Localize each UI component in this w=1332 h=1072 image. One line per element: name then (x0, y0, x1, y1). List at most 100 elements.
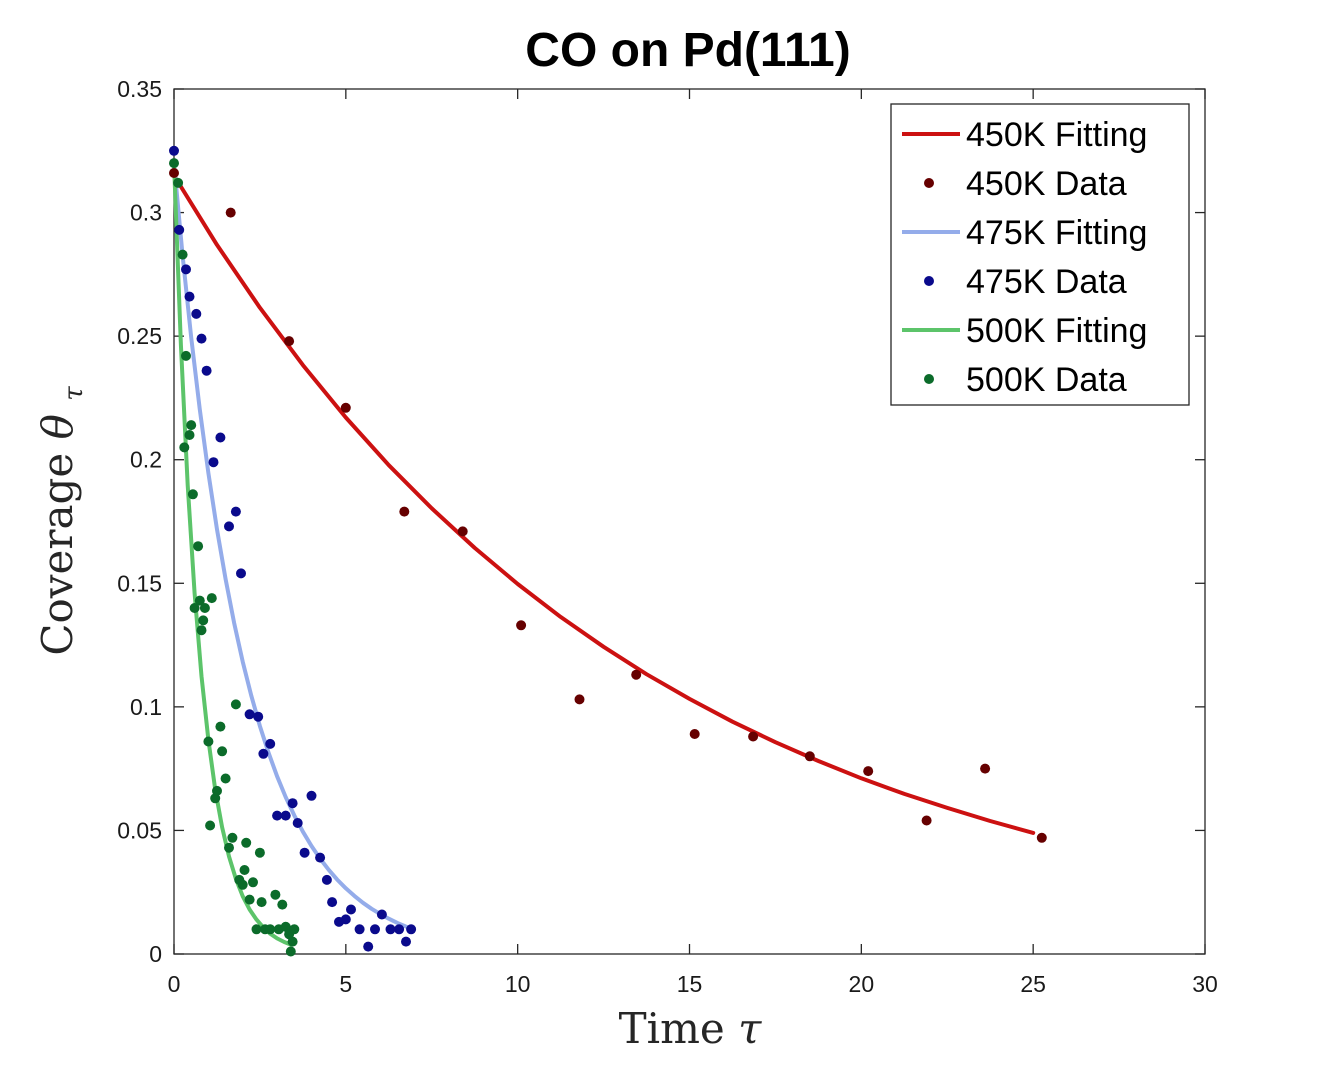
x-axis-label-symbol: τ (738, 1004, 762, 1053)
data-point (224, 842, 234, 853)
data-point (220, 773, 231, 784)
y-axis-label-subscript: τ (59, 386, 89, 401)
data-point (169, 158, 179, 169)
x-tick-label: 20 (849, 971, 875, 997)
legend-point-swatch (924, 276, 934, 286)
data-point (272, 810, 283, 821)
data-point (399, 506, 410, 517)
data-point (187, 489, 198, 500)
data-point (244, 709, 255, 720)
x-axis-label: Time τ (619, 1004, 763, 1053)
data-point (340, 914, 351, 925)
y-tick-label: 0.2 (130, 447, 162, 473)
data-point (230, 506, 241, 517)
data-point (258, 748, 269, 759)
data-point (237, 879, 248, 890)
data-point (203, 736, 214, 747)
legend-label: 450K Data (966, 165, 1127, 203)
data-point (299, 847, 310, 858)
data-point (394, 924, 405, 935)
data-point (230, 699, 241, 710)
data-point (265, 924, 276, 935)
data-point (225, 207, 236, 218)
data-point (224, 521, 234, 532)
legend-label: 450K Fitting (966, 116, 1147, 154)
data-point (227, 832, 238, 843)
data-point (169, 145, 179, 156)
x-tick-label: 30 (1192, 971, 1218, 997)
x-axis-label-text: Time (619, 1004, 725, 1053)
data-point (270, 889, 281, 900)
x-tick-label: 0 (168, 971, 181, 997)
data-point (287, 798, 298, 809)
data-point (173, 177, 184, 188)
data-point (184, 430, 195, 440)
y-tick-label: 0.25 (117, 323, 162, 349)
legend-point-swatch (924, 374, 934, 384)
data-point (253, 711, 264, 722)
data-point (201, 365, 212, 376)
legend-box (890, 103, 1190, 406)
y-tick-label: 0.3 (130, 200, 162, 226)
y-tick-label: 0.35 (117, 76, 162, 102)
data-point (327, 897, 338, 908)
data-point (1036, 832, 1047, 843)
data-point (179, 442, 190, 453)
data-point (287, 936, 298, 947)
data-point (251, 924, 262, 935)
data-point (217, 746, 228, 757)
data-point (315, 852, 326, 863)
data-point (406, 924, 417, 935)
data-point (256, 897, 267, 908)
data-point (631, 669, 642, 680)
data-point (208, 457, 219, 468)
legend-point-swatch (924, 178, 934, 188)
data-point (254, 847, 265, 858)
legend-entries: 450K Fitting 450K Data 475K Fitting 475K Da… (902, 116, 1147, 399)
data-point (169, 168, 179, 178)
data-point (215, 432, 226, 443)
data-point (196, 625, 207, 636)
data-point (306, 790, 317, 801)
data-point (196, 333, 207, 344)
ticks: 0 5 10 15 20 25 30 0 0.05 0.1 0.15 0.2 0.25 0.3 0.35 (117, 76, 1218, 997)
data-point (186, 420, 197, 431)
data-point (177, 249, 188, 260)
data-point (193, 541, 204, 552)
legend-label: 500K Fitting (966, 312, 1147, 350)
data-point (277, 899, 288, 910)
data-point (248, 877, 258, 888)
data-point (174, 224, 185, 235)
data-point (284, 336, 295, 347)
series-line (172, 161, 414, 931)
data-point (385, 924, 396, 935)
data-point (354, 924, 365, 935)
series-line (172, 161, 293, 947)
y-tick-label: 0.15 (117, 570, 162, 596)
data-point (236, 568, 246, 579)
legend-label: 475K Data (966, 263, 1127, 301)
series-line (172, 173, 1036, 835)
y-axis-label-text: Coverage (33, 453, 82, 656)
data-point (206, 593, 217, 604)
data-point (863, 766, 874, 777)
data-point (574, 694, 585, 705)
data-point (241, 837, 252, 848)
y-axis-label-symbol: θ (33, 414, 82, 439)
data-point (184, 291, 195, 302)
y-axis-label: Coverage θ τ (33, 386, 89, 656)
data-point (370, 924, 380, 935)
data-point (181, 350, 191, 361)
data-point (285, 946, 296, 957)
data-point (346, 904, 356, 915)
legend-label: 475K Fitting (966, 214, 1147, 252)
legend-label: 500K Data (966, 361, 1127, 399)
data-point (401, 936, 411, 947)
data-point (980, 763, 991, 774)
data-point (921, 815, 932, 826)
y-tick-label: 0.05 (117, 817, 162, 843)
y-tick-label: 0.1 (130, 694, 162, 720)
data-point (205, 820, 216, 831)
data-point (363, 941, 374, 952)
data-point (189, 603, 200, 613)
